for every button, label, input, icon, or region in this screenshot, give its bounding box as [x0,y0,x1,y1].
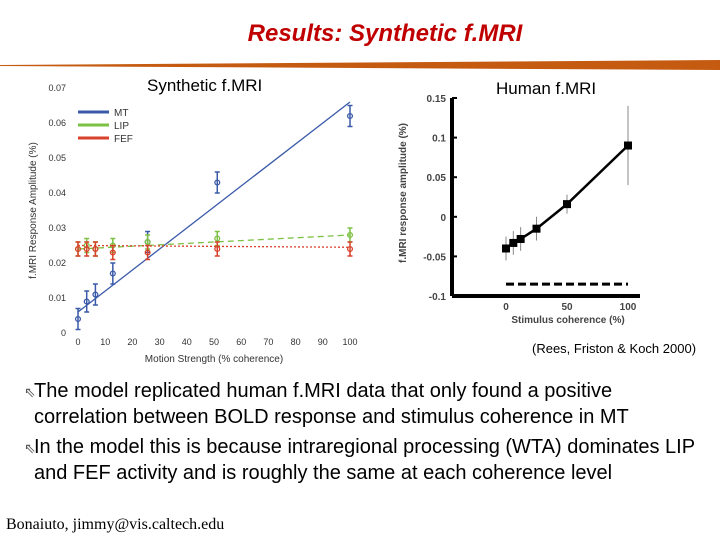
data-point [92,245,99,253]
y-tick-label: 0.06 [48,118,66,128]
x-axis-label: Stimulus coherence (%) [511,315,624,326]
y-tick-label: 0.04 [48,188,66,198]
y-tick-label: 0.1 [432,134,446,145]
legend-label: MT [114,108,128,119]
data-point [346,245,354,253]
x-tick-label: 0 [503,302,509,313]
data-point [214,245,221,253]
x-tick-label: 10 [100,337,110,347]
bullet-item: ⇖ In the model this is because intraregi… [24,434,704,486]
x-tick-label: 100 [342,337,357,347]
data-point [144,249,151,256]
y-tick-label: 0.05 [48,153,66,163]
synthetic-fmri-chart: 0 0.01 0.02 0.03 0.04 0.05 0.06 0.07 0 10 20 30 40 50… [28,83,358,365]
data-point [346,112,354,120]
data-point [509,238,518,247]
data-point [346,231,354,239]
x-tick-label: 70 [263,337,273,347]
x-axis-label: Motion Strength (% coherence) [145,354,283,365]
x-tick-label: 60 [236,337,246,347]
legend-label: LIP [114,121,129,132]
data-point [214,179,221,186]
x-tick-label: 50 [561,302,573,313]
x-tick-label: 100 [620,302,637,313]
bullet-text: The model replicated human f.MRI data th… [34,380,629,428]
human-fmri-chart: -0.1 -0.05 0 0.05 0.1 0.15 0 50 100 Stimulus cohe… [398,94,640,326]
human-chart-title: Human f.MRI [496,79,597,98]
data-point [109,270,116,277]
data-point [74,245,82,253]
data-point [109,249,116,256]
data-point [92,291,99,298]
citation: (Rees, Friston & Koch 2000) [532,341,697,356]
synthetic-chart-title: Synthetic f.MRI [147,76,263,95]
y-tick-label: 0 [440,213,446,224]
y-tick-label: 0.05 [427,173,447,184]
slide-title: Results: Synthetic f.MRI [247,20,523,47]
y-tick-label: 0.03 [48,223,66,233]
series-fit-line [77,234,351,250]
x-tick-label: 90 [318,337,328,347]
data-point [83,298,90,305]
bullet-item: ⇖ The model replicated human f.MRI data … [24,378,704,430]
series-fit-line [77,101,351,313]
x-tick-label: 20 [127,337,137,347]
y-tick-label: 0.07 [48,83,66,93]
y-tick-label: 0.01 [48,293,66,303]
data-point [516,234,525,243]
data-point [563,200,571,209]
x-tick-label: 40 [182,337,192,347]
footer-author: Bonaiuto, jimmy@vis.caltech.edu [6,516,225,533]
arrow-bullet-icon: ⇖ [24,440,36,456]
y-tick-label: -0.1 [429,292,447,303]
legend-label: FEF [114,134,133,145]
x-tick-label: 30 [155,337,165,347]
data-point [502,244,510,253]
data-point [83,245,90,253]
data-point [532,224,541,233]
y-tick-label: -0.05 [423,252,446,263]
data-point [624,141,632,150]
data-point [214,235,221,242]
y-axis-label: f.MRI Response Amplitude (%) [28,142,39,279]
y-tick-label: 0.02 [48,258,66,268]
data-point [74,315,82,323]
x-tick-label: 0 [75,337,80,347]
x-tick-label: 80 [291,337,301,347]
series-fit-line [77,244,351,248]
title-rule [0,60,720,70]
y-tick-label: 0 [61,328,66,338]
x-tick-label: 50 [209,337,219,347]
y-tick-label: 0.15 [427,94,447,105]
y-axis-label: f.MRI response amplitude (%) [398,123,409,263]
arrow-bullet-icon: ⇖ [24,384,36,400]
bullet-text: In the model this is because intraregion… [34,436,695,484]
data-point [144,238,151,246]
